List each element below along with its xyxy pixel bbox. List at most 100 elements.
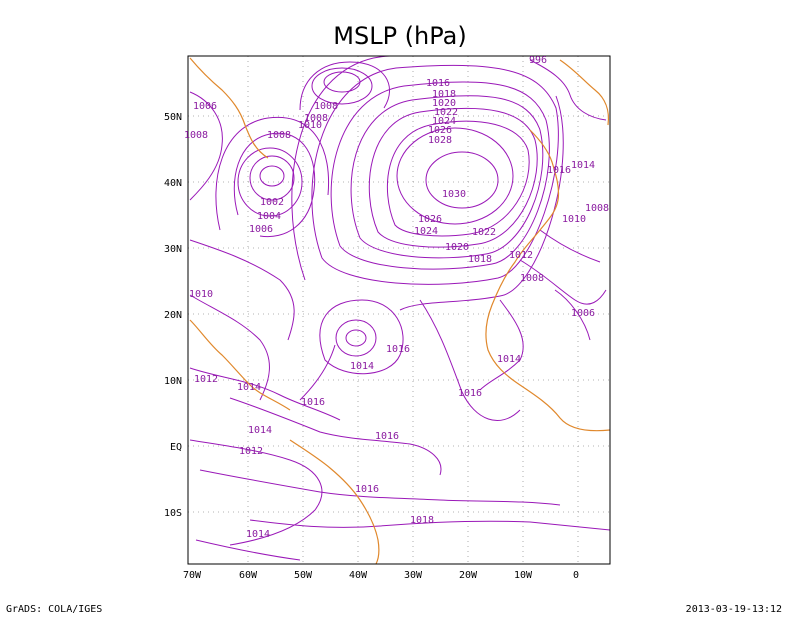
contour-label: 1024 — [414, 226, 438, 237]
isobar-nlow-3 — [299, 61, 390, 111]
isobar-1028 — [396, 127, 514, 225]
coastlines — [189, 57, 611, 565]
contour-label: 1022 — [472, 227, 496, 238]
contour-label: 1012 — [239, 446, 263, 457]
isobar-1016-t — [299, 299, 521, 421]
contour-label: 1014 — [246, 529, 270, 540]
contour-label: 1014 — [571, 160, 595, 171]
isobar-1006-a — [554, 289, 591, 341]
x-tick-label: 50W — [294, 570, 313, 581]
contour-label: 1018 — [410, 515, 434, 526]
contour-label: 1008 — [585, 203, 609, 214]
isobar-1016-north — [291, 55, 564, 311]
isobar-1012-s — [189, 439, 323, 546]
isobar-w-2 — [189, 239, 295, 341]
contour-label: 1022 — [434, 107, 458, 118]
isobar-1030 — [425, 151, 499, 209]
isobars — [189, 55, 611, 561]
contour-label: 1008 — [267, 130, 291, 141]
isobar-nlow-2 — [311, 67, 373, 105]
contour-label: 1016 — [375, 431, 399, 442]
contour-label: 1016 — [458, 388, 482, 399]
y-tick-label: EQ — [170, 442, 182, 453]
isobar-1010 — [189, 294, 270, 401]
contour-label: 1014 — [237, 382, 261, 393]
isobar-1018 — [311, 64, 559, 285]
contour-label: 1030 — [442, 189, 466, 200]
y-tick-label: 10N — [164, 376, 182, 387]
isobar-1022 — [350, 95, 544, 259]
contour-label: 1012 — [509, 250, 533, 261]
contour-label: 1016 — [301, 397, 325, 408]
isobar-1014-a — [479, 299, 524, 391]
isobar-1020 — [330, 81, 550, 270]
isobar-1012-c — [345, 329, 367, 347]
isobar-1012 — [189, 367, 341, 421]
contour-label: 1006 — [193, 101, 217, 112]
isobar-nlow-1 — [323, 71, 361, 93]
contour-label: 1024 — [432, 116, 456, 127]
contour-label: 1020 — [432, 98, 456, 109]
footer-credit: GrADS: COLA/IGES — [6, 604, 102, 615]
x-tick-label: 70W — [183, 570, 202, 581]
contour-label: 1016 — [355, 484, 379, 495]
contour-label: 1016 — [547, 165, 571, 176]
contour-label: 1018 — [432, 89, 456, 100]
coast-caribbean — [189, 319, 291, 411]
isobar-1016-s — [199, 469, 561, 506]
y-axis-ticks: 50N 40N 30N 20N 10N EQ 10S — [164, 112, 182, 519]
contour-label: 1028 — [428, 135, 452, 146]
contour-label: 1016 — [386, 344, 410, 355]
contour-label: 996 — [529, 55, 547, 66]
isobar-1006 — [233, 132, 316, 238]
x-tick-label: 60W — [239, 570, 258, 581]
contour-label: 1020 — [445, 242, 469, 253]
x-tick-label: 40W — [349, 570, 368, 581]
contour-label: 1014 — [350, 361, 374, 372]
isobar-1026 — [386, 120, 530, 237]
map-title: MSLP (hPa) — [333, 22, 466, 50]
coast-europe — [559, 59, 610, 126]
contour-label: 1008 — [314, 101, 338, 112]
x-axis-ticks: 70W 60W 50W 40W 30W 20W 10W 0 — [183, 570, 579, 581]
isobar-1004 — [237, 147, 303, 217]
contour-label: 1014 — [497, 354, 521, 365]
isobar-1018-s — [249, 519, 611, 531]
contour-label: 1018 — [468, 254, 492, 265]
contour-label: 1006 — [249, 224, 273, 235]
contour-label: 1008 — [184, 130, 208, 141]
isobar-w-1 — [189, 91, 223, 201]
contour-label: 1016 — [426, 78, 450, 89]
contour-label: 1008 — [520, 273, 544, 284]
contour-label: 1002 — [260, 197, 284, 208]
graticule — [188, 56, 610, 564]
coast-south-america — [289, 439, 380, 565]
contour-labels: 996 1016 1018 1020 1022 1024 1026 1028 1… — [184, 55, 609, 540]
y-tick-label: 30N — [164, 244, 182, 255]
coast-north-america — [189, 57, 269, 159]
y-tick-label: 10S — [164, 508, 182, 519]
isobar-1008-a — [519, 259, 607, 305]
isobar-1008 — [215, 116, 330, 231]
contour-label: 1012 — [194, 374, 218, 385]
isobar-1014-c — [335, 319, 377, 357]
contour-label: 1026 — [428, 125, 452, 136]
contour-label: 1010 — [298, 120, 322, 131]
contour-label: 1014 — [248, 425, 272, 436]
coast-africa — [485, 129, 611, 432]
footer-timestamp: 2013-03-19-13:12 — [686, 604, 782, 615]
isobar-1010-a — [539, 229, 601, 263]
map-frame — [187, 55, 611, 565]
contour-label: 1008 — [304, 113, 328, 124]
isobar-1002 — [249, 155, 295, 201]
y-tick-label: 20N — [164, 310, 182, 321]
isobar-996-a — [529, 59, 607, 121]
contour-label: 1010 — [189, 289, 213, 300]
isobar-1014-s — [195, 539, 301, 561]
x-tick-label: 30W — [404, 570, 423, 581]
contour-label: 1010 — [562, 214, 586, 225]
isobar-1024 — [368, 107, 538, 248]
x-tick-label: 0 — [573, 570, 579, 581]
x-tick-label: 20W — [459, 570, 478, 581]
isobar-1016-c — [319, 299, 404, 375]
